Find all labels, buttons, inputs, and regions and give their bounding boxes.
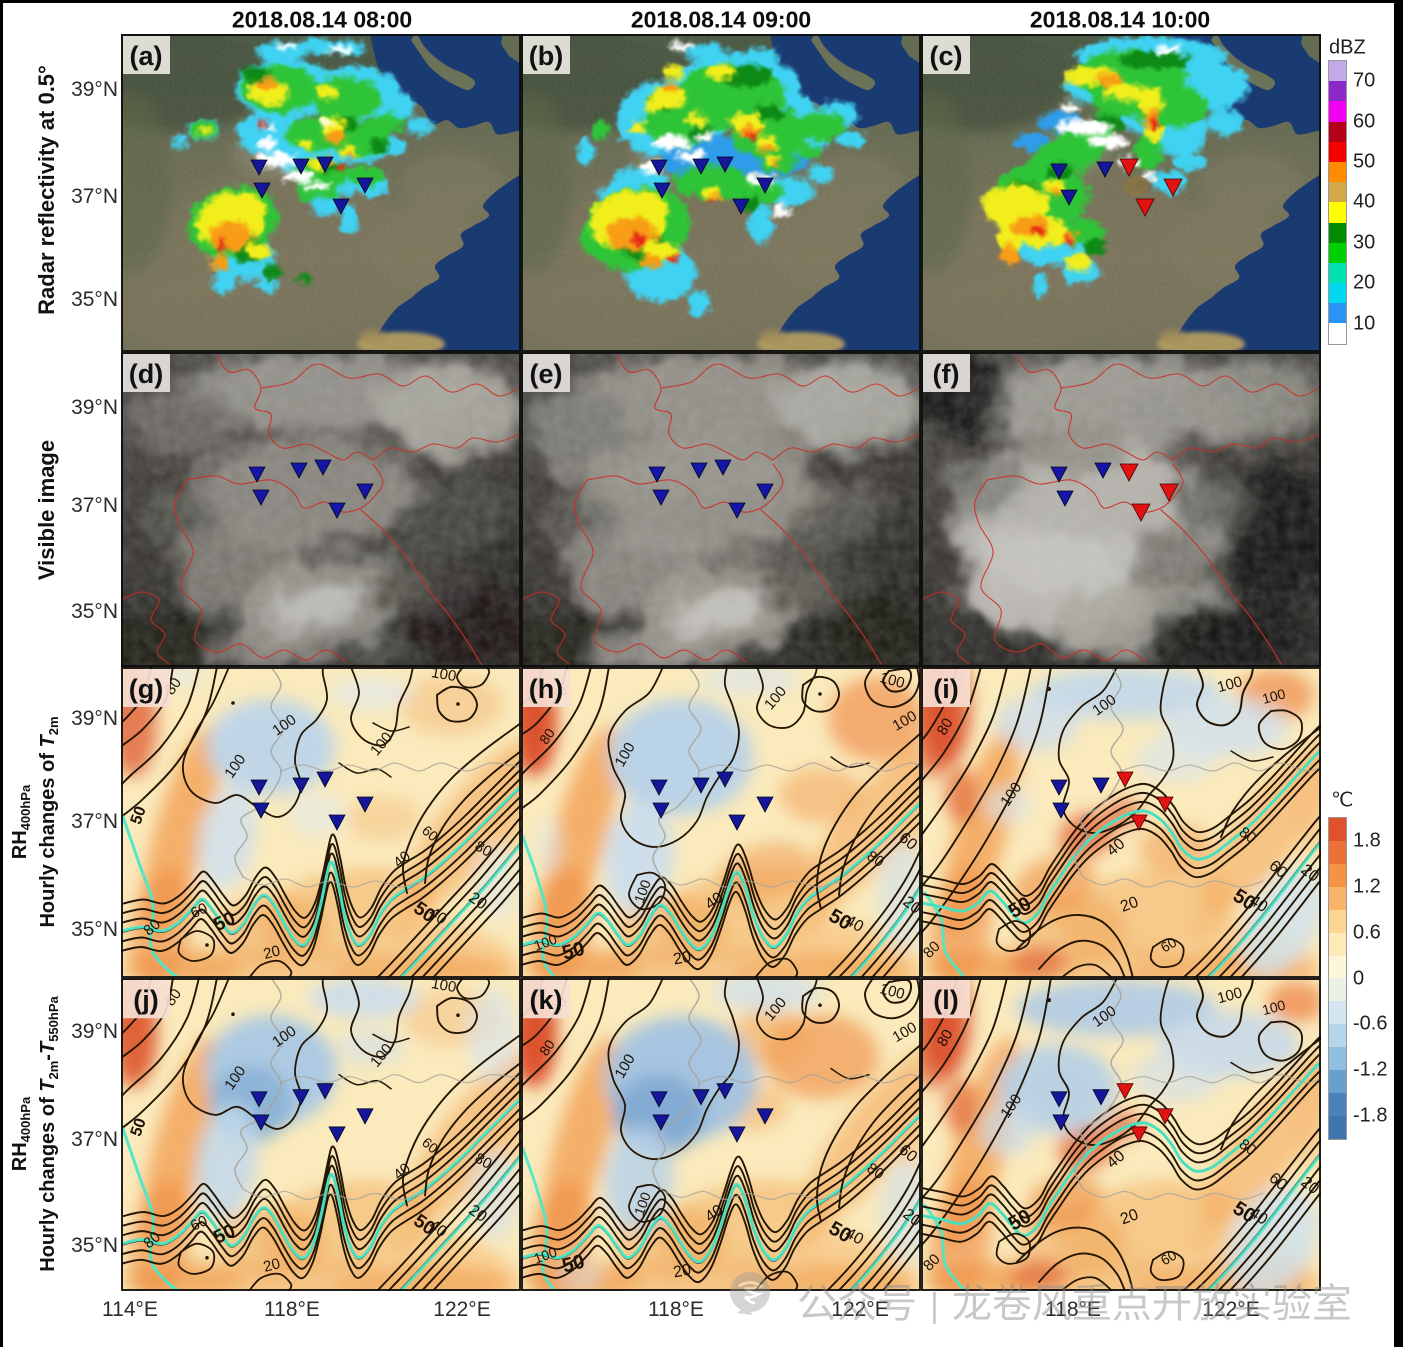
svg-text:100: 100 (631, 1190, 654, 1218)
svg-text:80: 80 (472, 1150, 495, 1173)
svg-text:80: 80 (1236, 1136, 1259, 1160)
svg-text:60: 60 (188, 900, 210, 922)
svg-text:20: 20 (672, 949, 693, 969)
svg-text:100: 100 (878, 980, 907, 1003)
svg-text:80: 80 (472, 838, 495, 861)
svg-text:20: 20 (1118, 1205, 1141, 1228)
svg-text:40: 40 (842, 912, 866, 936)
svg-text:100: 100 (532, 931, 560, 954)
svg-text:20: 20 (262, 1255, 282, 1276)
svg-text:(b): (b) (529, 41, 563, 71)
svg-text:80: 80 (864, 848, 887, 871)
svg-text:60: 60 (188, 1212, 210, 1235)
svg-text:80: 80 (934, 715, 957, 738)
svg-text:50: 50 (127, 1116, 150, 1139)
svg-text:(k): (k) (529, 984, 562, 1015)
svg-text:100: 100 (1260, 997, 1287, 1019)
svg-text:100: 100 (430, 978, 458, 996)
svg-text:20: 20 (672, 1261, 693, 1282)
svg-text:100: 100 (430, 667, 458, 685)
svg-text:50: 50 (128, 804, 150, 827)
svg-text:80: 80 (1236, 824, 1259, 847)
svg-text:40: 40 (1246, 892, 1270, 916)
svg-text:100: 100 (878, 669, 907, 692)
svg-text:(c): (c) (930, 41, 963, 71)
svg-text:100: 100 (532, 1243, 560, 1266)
svg-text:(l): (l) (933, 984, 958, 1015)
svg-text:100: 100 (1216, 673, 1245, 696)
svg-text:(d): (d) (129, 359, 163, 389)
svg-text:100: 100 (1260, 685, 1287, 707)
svg-text:(e): (e) (530, 359, 563, 389)
svg-text:(a): (a) (130, 41, 163, 71)
svg-text:(g): (g) (129, 674, 163, 704)
svg-text:(f): (f) (933, 359, 960, 389)
svg-text:(i): (i) (933, 674, 958, 704)
svg-text:40: 40 (390, 1160, 414, 1184)
svg-text:20: 20 (1118, 894, 1141, 916)
svg-text:80: 80 (934, 1027, 957, 1050)
svg-text:80: 80 (864, 1160, 887, 1183)
svg-text:(h): (h) (529, 674, 563, 704)
svg-text:80: 80 (140, 1228, 164, 1252)
svg-text:100: 100 (1216, 984, 1245, 1007)
svg-text:60: 60 (1158, 1247, 1180, 1269)
svg-text:60: 60 (1158, 934, 1180, 956)
svg-text:100: 100 (631, 877, 654, 905)
svg-text:20: 20 (262, 942, 283, 963)
svg-text:(j): (j) (133, 984, 158, 1015)
